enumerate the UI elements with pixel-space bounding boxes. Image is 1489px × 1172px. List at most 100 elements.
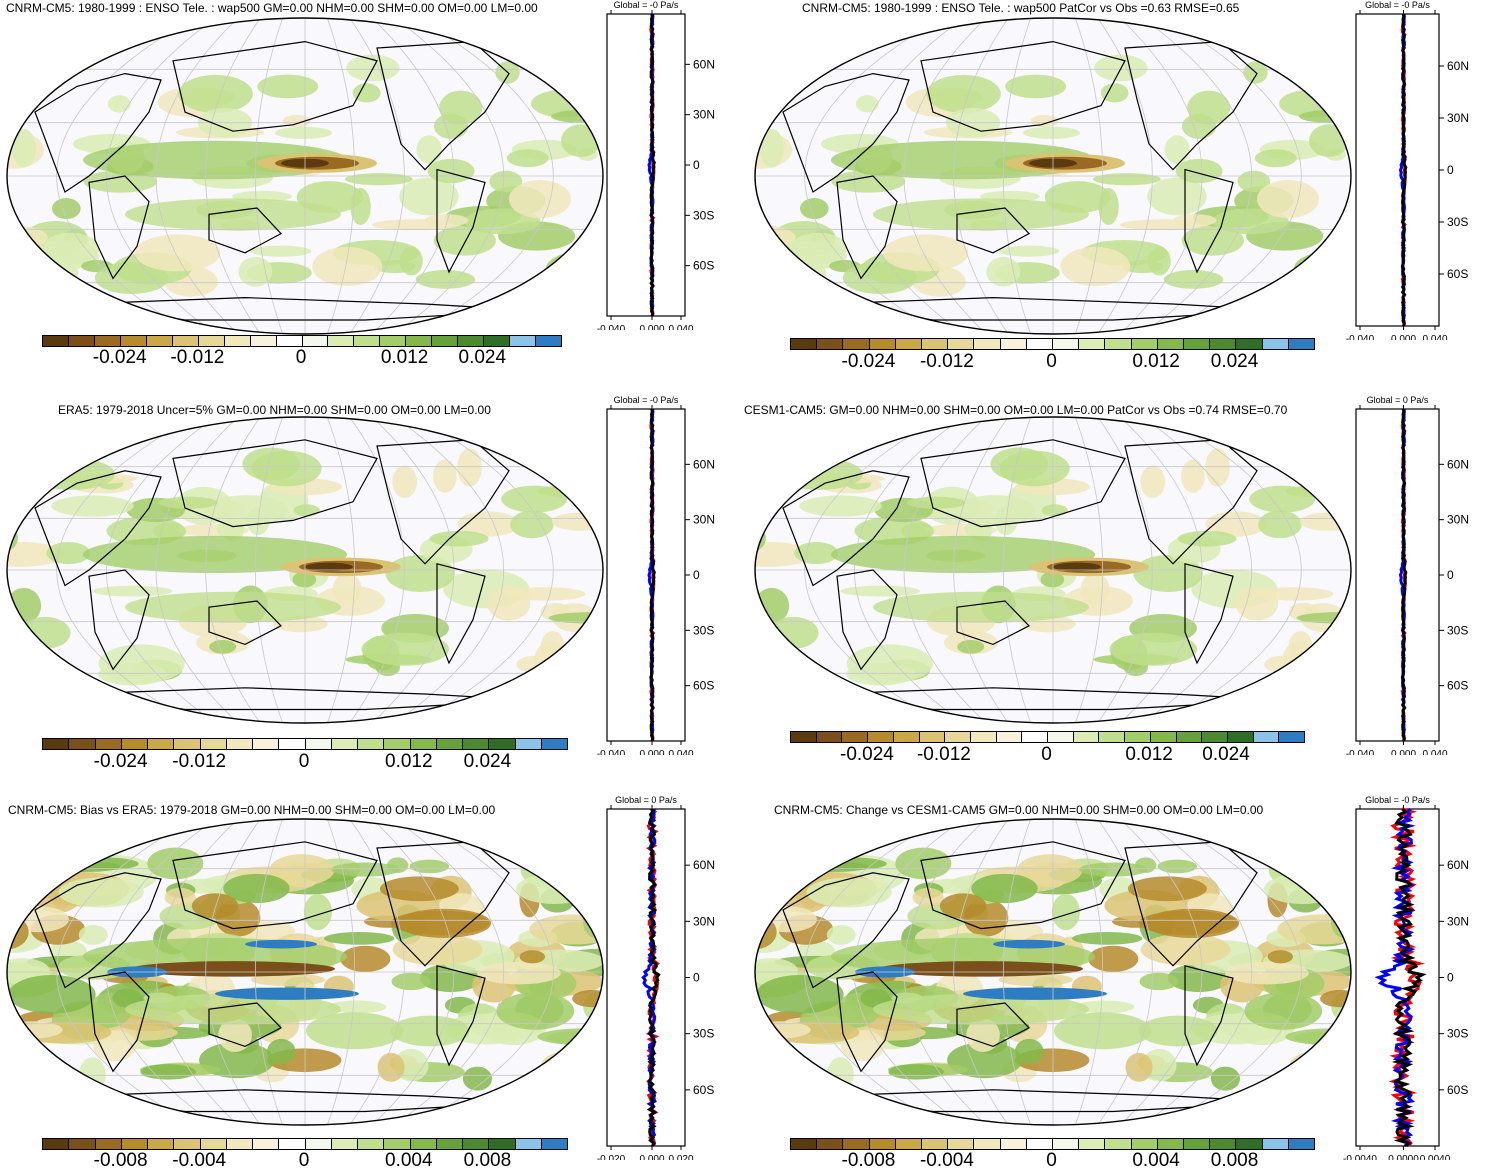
colorbar-swatch [1079,339,1106,349]
colorbar-tick-label: -0.008 [841,1150,896,1171]
colorbar [42,738,568,750]
lat-tick-label: 0 [693,158,700,172]
lat-tick-label: 30S [693,623,714,637]
colorbar-swatch [120,336,147,346]
colorbar-swatch [541,1139,567,1149]
colorbar-swatch [919,732,946,742]
colorbar-swatch [515,1139,542,1149]
colorbar-swatch [279,739,306,749]
colorbar-swatch [384,1139,411,1149]
colorbar-swatch [1176,732,1203,742]
colorbar-swatch [148,1139,175,1149]
profile-x-tick-label: 0.000 [639,749,664,755]
colorbar-tick-label: 0.008 [1210,1150,1259,1171]
colorbar-tick-label: 0 [1046,1150,1057,1171]
colorbar-swatch [1079,1139,1106,1149]
lat-tick-label: 60S [1447,267,1468,281]
colorbar-tick-label: -0.024 [840,744,894,765]
colorbar-swatch [510,336,537,346]
colorbar [790,731,1305,743]
robinson-map [6,17,604,335]
colorbar-swatch [893,732,920,742]
colorbar-tick-label: -0.024 [93,751,148,772]
colorbar-swatch [1184,1139,1211,1149]
profile-x-tick-label: 0.000 [1391,334,1416,340]
colorbar-swatch [1048,732,1074,742]
colorbar-swatch [1053,339,1080,349]
colorbar-swatch [146,336,173,346]
colorbar-swatch [226,1139,253,1149]
lat-tick-label: 0 [1447,971,1454,985]
colorbar-tick-label: -0.012 [172,751,227,772]
colorbar-swatch [974,1139,1001,1149]
colorbar-tick-label: 0 [298,751,310,772]
colorbar [790,1138,1315,1150]
colorbar-swatch [121,1139,148,1149]
colorbar-swatch [817,339,844,349]
colorbar-tick-label: 0.004 [385,1150,433,1171]
colorbar-swatch [541,739,567,749]
colorbar-swatch [436,1139,463,1149]
panel-cesm: CESM1-CAM5: GM=0.00 NHM=0.00 SHM=0.00 OM… [744,395,1489,785]
colorbar-swatch [331,1139,358,1149]
profile-line-black [649,408,656,742]
colorbar-swatch [970,732,997,742]
colorbar-swatch [1253,732,1280,742]
colorbar-swatch [489,739,516,749]
colorbar-tick-label: -0.012 [170,347,225,368]
colorbar-swatch [331,739,358,749]
colorbar-swatch [305,1139,332,1149]
panel-title: CNRM-CM5: Change vs CESM1-CAM5 GM=0.00 N… [774,803,1264,817]
profile-x-tick-label: 0.000 [639,1154,664,1160]
colorbar-swatch [358,1139,385,1149]
profile-x-tick-label: 0.040 [1422,749,1447,755]
colorbar-swatch [489,1139,516,1149]
colorbar-swatch [1236,339,1263,349]
colorbar-swatch [226,739,253,749]
colorbar-swatch [816,732,843,742]
colorbar-tick-label: 0 [1046,351,1057,372]
colorbar-swatch [354,336,381,346]
colorbar-swatch [302,336,329,346]
colorbar-swatch [384,739,411,749]
colorbar-swatch [1099,732,1126,742]
colorbar-tick-label: -0.012 [919,351,974,372]
lat-tick-label: 60S [693,259,714,273]
colorbar-swatch [250,336,277,346]
robinson-map [754,818,1352,1126]
colorbar-swatch [43,739,70,749]
profile-x-tick-label: -0.040 [1346,334,1375,340]
colorbar-swatch [253,1139,280,1149]
colorbar-tick-label: -0.004 [919,1150,974,1171]
colorbar-swatch [1022,732,1049,742]
colorbar-swatch [1227,732,1254,742]
lat-tick-label: 30N [693,914,715,928]
colorbar-swatch [121,739,148,749]
colorbar-swatch [276,336,303,346]
colorbar-tick-label: -0.012 [916,744,971,765]
panel-title: CNRM-CM5: 1980-1999 : ENSO Tele. : wap50… [802,1,1240,15]
panel-cnrm-enso: CNRM-CM5: 1980-1999 : ENSO Tele. : wap50… [0,0,744,390]
colorbar-tick-label: 0 [298,1150,310,1171]
profile-x-tick-label: 0.020 [668,1154,693,1160]
colorbar-swatch [148,739,175,749]
lat-tick-label: 0 [693,568,700,582]
robinson-map [6,818,604,1126]
zonal-mean-profile: 60N 30N 0 30S 60S -0.040 0.000 0.040 Global = -0… [597,395,715,755]
colorbar-tick-label: 0.012 [1125,744,1173,765]
lat-tick-label: 30S [693,208,714,222]
colorbar-swatch [436,739,463,749]
zonal-mean-profile: 60N 30N 0 30S 60S -0.040 0.000 0.040 Global = -0… [597,0,715,330]
colorbar-swatch [996,732,1023,742]
profile-line-black [1401,408,1408,742]
colorbar-tick-label: 0.008 [463,1150,512,1171]
robinson-map [6,416,604,724]
colorbar-swatch [410,739,437,749]
panel-title: CESM1-CAM5: GM=0.00 NHM=0.00 SHM=0.00 OM… [744,403,1288,417]
colorbar-swatch [172,336,199,346]
colorbar-swatch [410,1139,437,1149]
profile-global-mean-label: Global = -0 Pa/s [1365,0,1430,10]
colorbar-swatch [358,739,385,749]
colorbar-swatch [922,1139,949,1149]
colorbar-swatch [224,336,251,346]
